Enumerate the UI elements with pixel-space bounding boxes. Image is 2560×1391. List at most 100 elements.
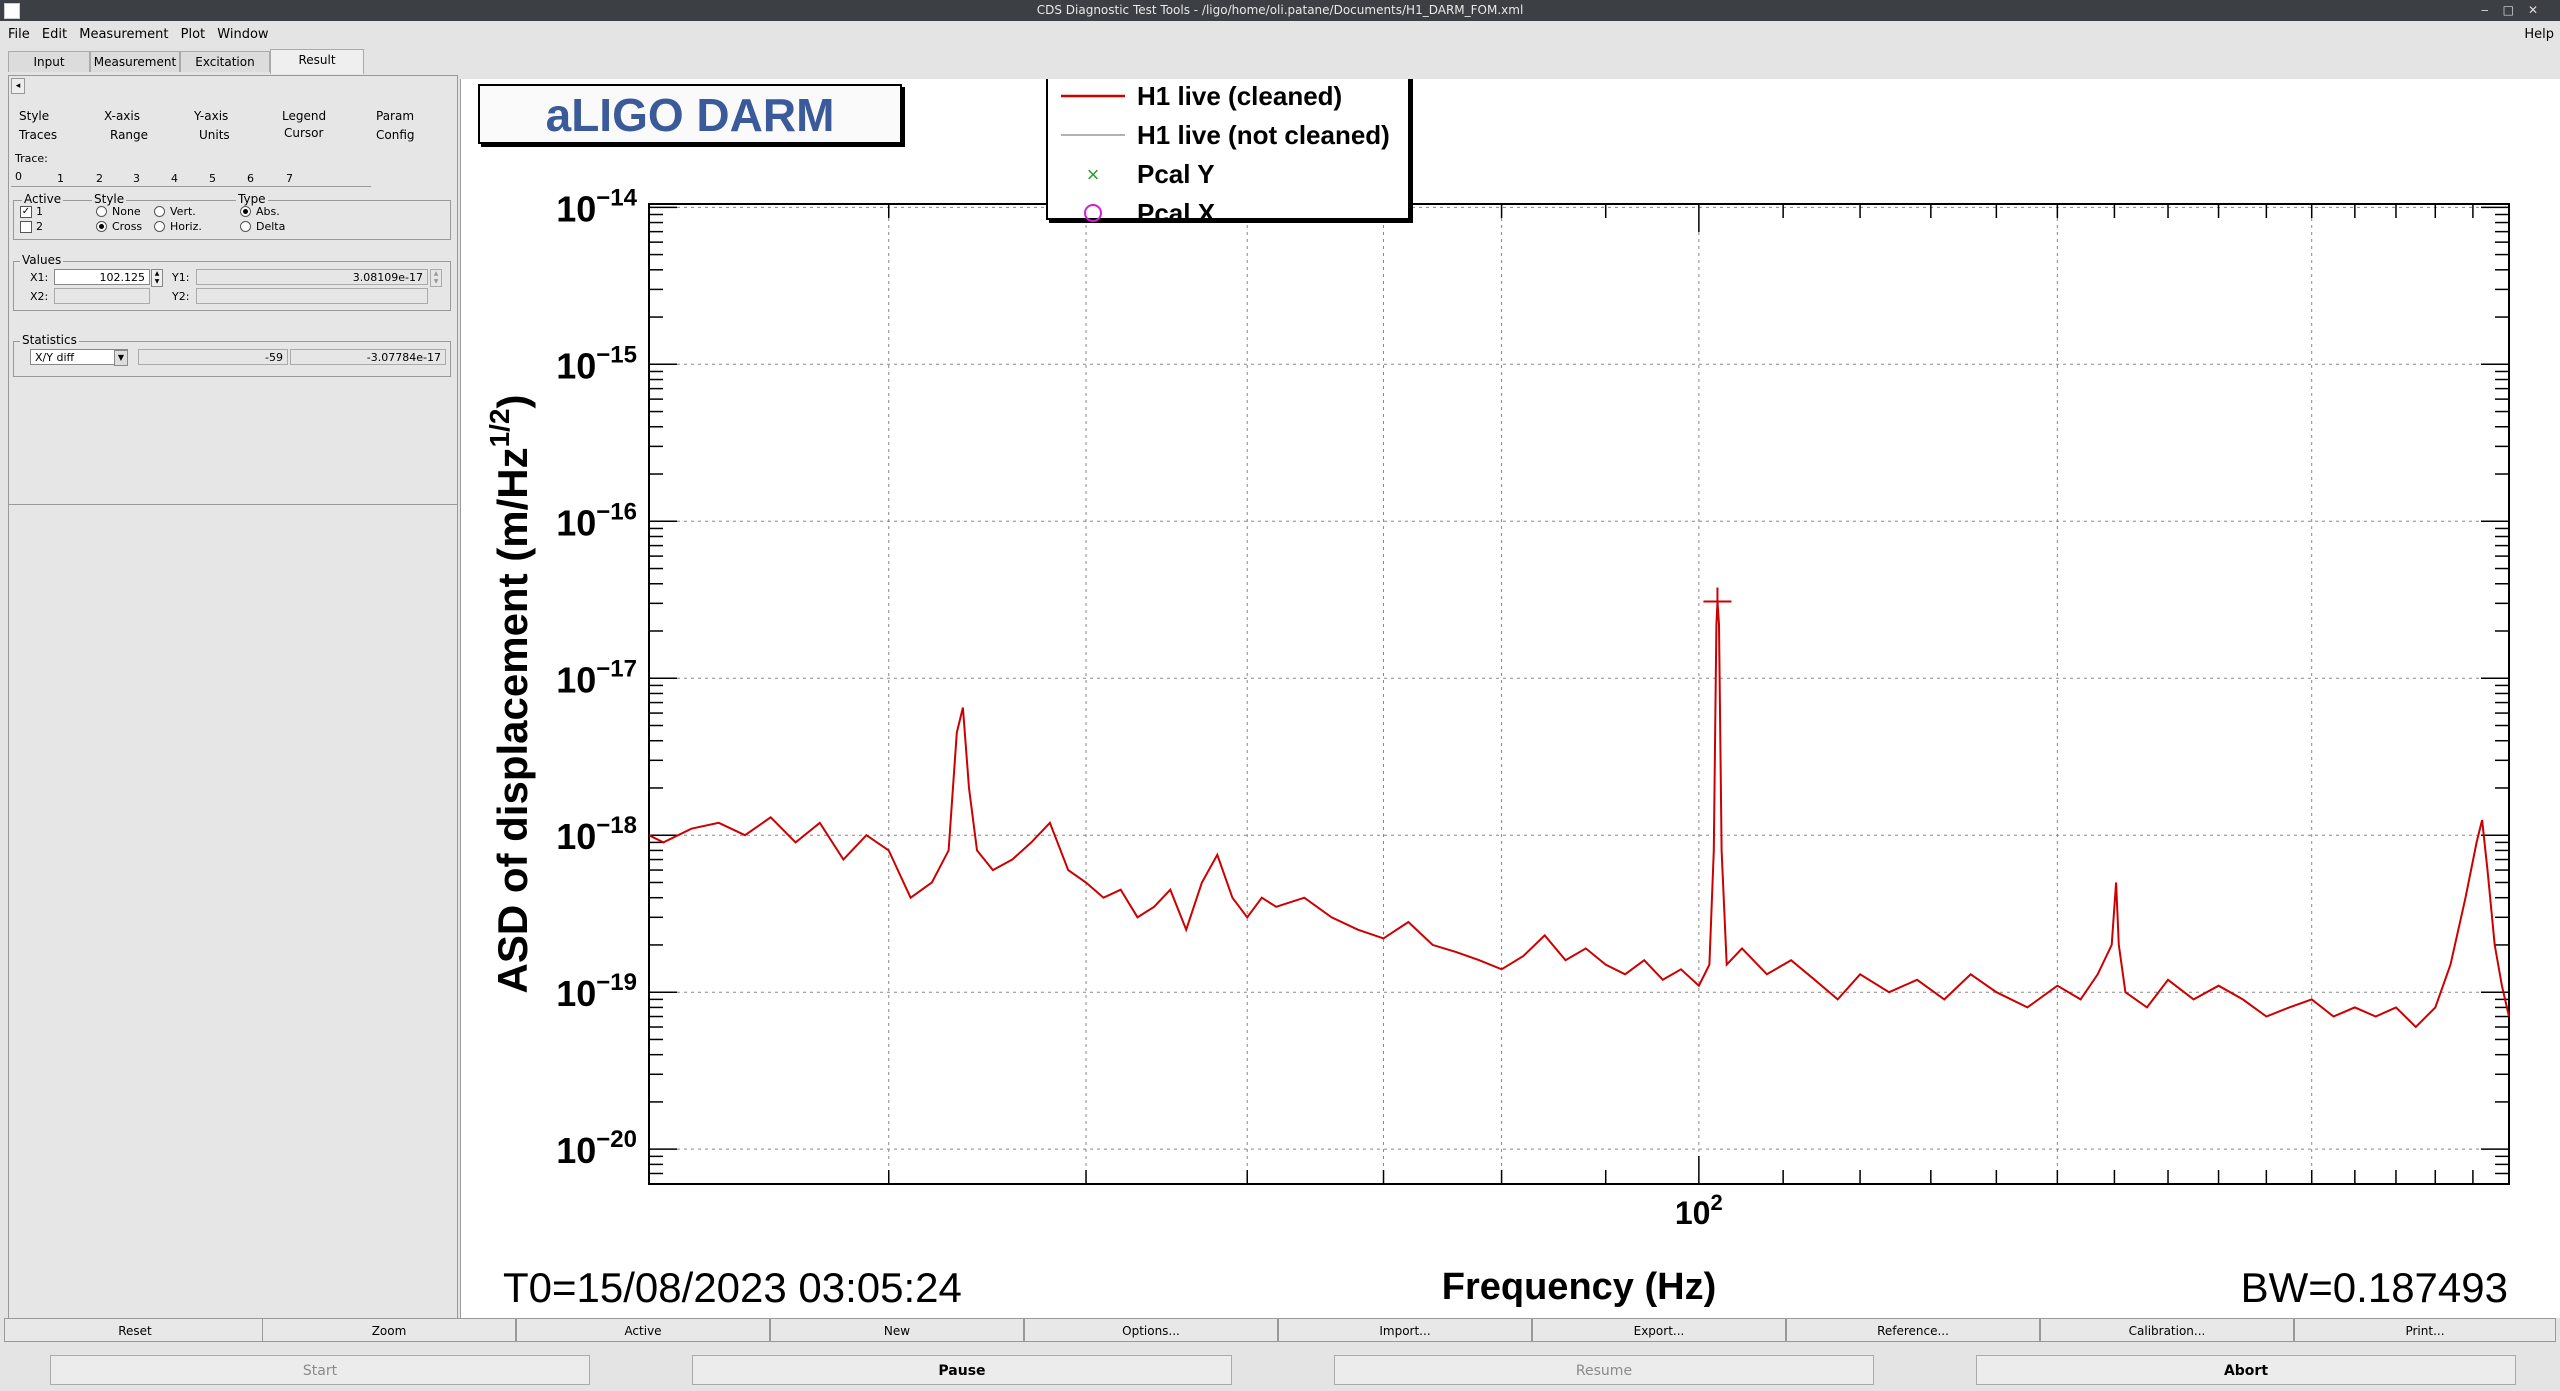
y-tick-labels: 10−14 10−15 10−16 10−17 10−18 10−19 10−20 [556, 184, 637, 1171]
x1-label: X1: [30, 271, 49, 284]
y2-field[interactable] [196, 288, 428, 304]
bw-label: BW=0.187493 [2241, 1264, 2508, 1311]
y2-label: Y2: [172, 290, 190, 303]
trace-tab-4[interactable]: 4 [171, 172, 178, 185]
type-delta-radio[interactable] [240, 221, 251, 232]
type-abs-label: Abs. [256, 205, 280, 218]
trace-tab-0[interactable]: 0 [15, 170, 22, 183]
resume-button[interactable]: Resume [1334, 1355, 1874, 1385]
y-tick-label: 10−16 [556, 498, 637, 543]
collapse-left-icon[interactable]: ◂ [11, 78, 25, 94]
option-tab-x-axis[interactable]: X-axis [104, 109, 140, 123]
option-tab-range[interactable]: Range [110, 128, 149, 142]
export-button[interactable]: Export... [1532, 1318, 1786, 1342]
trace-tab-1[interactable]: 1 [57, 172, 64, 185]
abort-button[interactable]: Abort [1976, 1355, 2516, 1385]
legend-swatch-circle [1084, 204, 1102, 222]
y-axis-label-main: ASD of displacement (m/Hz [489, 447, 536, 993]
options-button[interactable]: Options... [1024, 1318, 1278, 1342]
y-tick-label: 10−14 [556, 184, 637, 229]
option-tab-cursor[interactable]: Cursor [284, 126, 324, 140]
tab-result[interactable]: Result [270, 49, 364, 74]
new-button[interactable]: New [770, 1318, 1024, 1342]
option-tab-style[interactable]: Style [19, 109, 50, 123]
minimize-icon[interactable]: ‒ [2480, 3, 2503, 17]
option-tab-legend[interactable]: Legend [282, 109, 327, 123]
start-button[interactable]: Start [50, 1355, 590, 1385]
x2-field[interactable] [54, 288, 150, 304]
active-button[interactable]: Active [516, 1318, 770, 1342]
style-vert-radio[interactable] [154, 206, 165, 217]
plot-title-text: aLIGO DARM [546, 89, 835, 141]
y1-field[interactable]: 3.08109e-17 [196, 269, 428, 285]
option-tab-traces[interactable]: Traces [19, 128, 58, 142]
close-icon[interactable]: ✕ [2527, 3, 2552, 17]
print-button[interactable]: Print... [2294, 1318, 2556, 1342]
y-tick-label: 10−20 [556, 1126, 637, 1171]
style-none-radio[interactable] [96, 206, 107, 217]
y-tick-label: 10−15 [556, 341, 637, 386]
title-bar: CDS Diagnostic Test Tools - /ligo/home/o… [0, 0, 2560, 21]
type-delta-label: Delta [256, 220, 286, 233]
statistics-label: Statistics [20, 333, 79, 347]
menu-plot[interactable]: Plot [180, 27, 206, 42]
menu-edit[interactable]: Edit [41, 27, 68, 42]
calibration-button[interactable]: Calibration... [2040, 1318, 2294, 1342]
import-button[interactable]: Import... [1278, 1318, 1532, 1342]
menu-measurement[interactable]: Measurement [79, 27, 169, 42]
pause-button[interactable]: Pause [692, 1355, 1232, 1385]
option-tab-config[interactable]: Config [376, 128, 415, 142]
y-tick-label: 10−18 [556, 812, 637, 857]
y1-spin-icon[interactable]: ▲ ▼ [430, 269, 442, 287]
legend-label: Pcal Y [1137, 159, 1215, 189]
x1-spin-icon[interactable]: ▲ ▼ [151, 269, 163, 287]
style-cross-radio[interactable] [96, 221, 107, 232]
measurement-controls: Start Pause Resume Abort [0, 1355, 2560, 1387]
active-1-checkbox[interactable]: ✓ [20, 206, 32, 218]
trace-label: Trace: [15, 152, 48, 165]
trace-tab-7[interactable]: 7 [286, 172, 293, 185]
menu-file[interactable]: File [8, 27, 30, 42]
zoom-button[interactable]: Zoom [262, 1318, 516, 1342]
option-tab-units[interactable]: Units [199, 128, 230, 142]
grid-lines [649, 204, 2509, 1184]
legend-swatch-x: × [1087, 162, 1100, 187]
option-tab-param[interactable]: Param [376, 109, 415, 123]
y-tick-label: 10−19 [556, 969, 637, 1014]
maximize-icon[interactable]: □ [2502, 3, 2528, 17]
active-2-label: 2 [36, 220, 43, 233]
plot-area: aLIGO DARM 10−14 10−15 10−16 10−17 10−18 10−1… [460, 62, 2560, 1318]
chevron-down-icon[interactable]: ▼ [114, 350, 128, 366]
statistics-mode-select[interactable]: X/Y diff [30, 349, 128, 365]
option-tab-y-axis[interactable]: Y-axis [194, 109, 229, 123]
reference-button[interactable]: Reference... [1786, 1318, 2040, 1342]
statistics-group: Statistics X/Y diff ▼ -59 -3.07784e-17 [13, 333, 451, 377]
axis-ticks [649, 204, 2510, 1184]
cursor-settings-group: Active ✓ 1 2 Style None Vert. Cross Hori… [13, 192, 451, 240]
type-abs-radio[interactable] [240, 206, 251, 217]
menu-window[interactable]: Window [217, 27, 269, 42]
trace-tab-2[interactable]: 2 [96, 172, 103, 185]
style-horiz-radio[interactable] [154, 221, 165, 232]
trace-tab-3[interactable]: 3 [133, 172, 140, 185]
x-axis-label: Frequency (Hz) [1442, 1266, 1716, 1308]
values-label: Values [20, 253, 64, 267]
legend-label: Pcal X [1137, 198, 1216, 228]
trace-tab-6[interactable]: 6 [247, 172, 254, 185]
y1-label: Y1: [172, 271, 190, 284]
style-horiz-label: Horiz. [170, 220, 202, 233]
legend-box [1046, 62, 1410, 220]
x1-field[interactable]: 102.125 [54, 269, 150, 285]
menu-help[interactable]: Help [2524, 27, 2554, 42]
menu-bar: File Edit Measurement Plot Window Help [0, 24, 2560, 46]
tab-input[interactable]: Input [8, 51, 90, 72]
y-axis-label-close: ) [489, 394, 536, 408]
trace-tab-5[interactable]: 5 [209, 172, 216, 185]
reset-button[interactable]: Reset [4, 1318, 266, 1342]
tab-measurement[interactable]: Measurement [90, 51, 180, 72]
plot-canvas[interactable]: aLIGO DARM 10−1410−1510−1610−1710−1810−1… [461, 62, 2560, 1318]
y-tick-label: 10−17 [556, 655, 637, 700]
tab-excitation[interactable]: Excitation [180, 51, 270, 72]
result-options-panel: Style X-axis Y-axis Legend Param Traces … [8, 75, 458, 1327]
active-2-checkbox[interactable] [20, 221, 32, 233]
